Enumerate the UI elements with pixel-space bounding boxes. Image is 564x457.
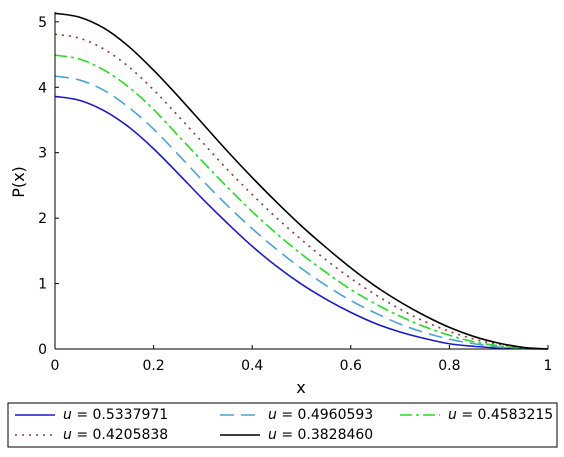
x-tick-label: 0 [51,358,60,374]
series-line-5 [54,12,549,350]
y-tick-label: 1 [38,277,47,293]
series-line-1 [54,95,549,350]
x-tick-label: 1 [544,358,553,374]
legend-entry-4: u = 0.4205838 [63,427,168,443]
x-tick-label: 0.4 [241,358,263,374]
y-tick-label: 2 [38,211,47,227]
y-axis-label: P(x) [9,166,28,198]
x-tick-label: 0.2 [142,358,164,374]
x-tick-label: 0.8 [438,358,460,374]
series-line-3 [54,54,549,350]
legend-entry-2: u = 0.4960593 [268,407,373,423]
x-axis-label: x [296,378,305,397]
legend: u = 0.5337971 u = 0.4960593 u = 0.4583215u… [7,402,558,448]
legend-value: = 0.4960593 [277,407,373,423]
legend-value: = 0.4583215 [457,407,553,423]
tick-layer: 0 0.2 0.4 0.6 0.8 1 0 1 2 3 4 5 [38,15,552,374]
series-line-4 [54,33,549,350]
legend-variable: u [448,407,457,423]
legend-entry-3: u = 0.4583215 [448,407,553,423]
legend-value: = 0.4205838 [72,427,168,443]
y-tick-label: 4 [38,80,47,96]
x-tick-label: 0.6 [340,358,362,374]
y-tick-label: 0 [38,342,47,358]
legend-variable: u [268,427,277,443]
series-line-2 [54,75,549,350]
legend-variable: u [63,407,72,423]
legend-box [7,402,558,448]
legend-entry-5: u = 0.3828460 [268,427,373,443]
legend-variable: u [268,407,277,423]
legend-variable: u [63,427,72,443]
axes [54,12,548,350]
legend-value: = 0.3828460 [277,427,373,443]
legend-entry-1: u = 0.5337971 [63,407,168,423]
y-tick-label: 5 [38,15,47,31]
y-tick-label: 3 [38,146,47,162]
series-layer [54,12,549,350]
legend-value: = 0.5337971 [72,407,168,423]
